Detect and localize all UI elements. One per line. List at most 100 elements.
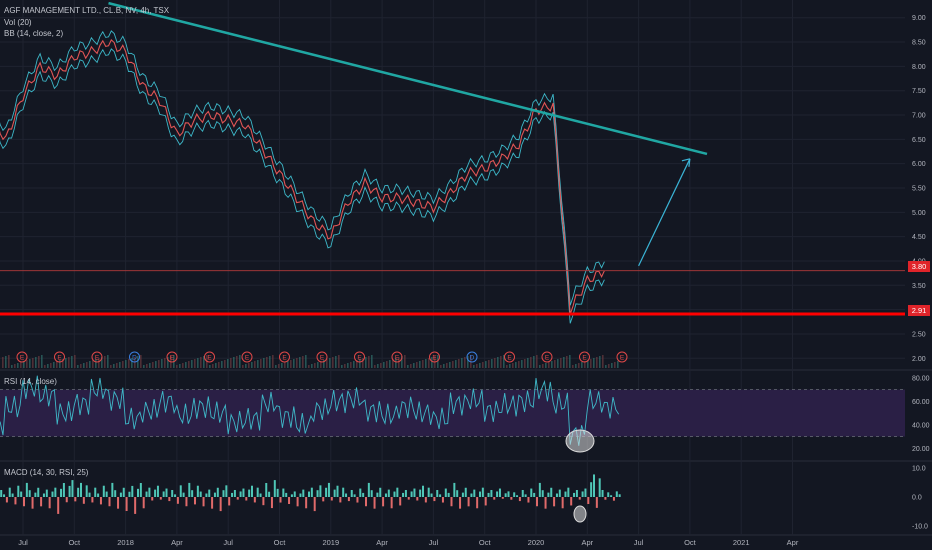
macd-tick-label: 0.0 — [912, 495, 922, 502]
volume-bar — [92, 360, 94, 368]
macd-histogram-bar — [74, 497, 77, 502]
macd-histogram-bar — [62, 483, 65, 497]
volume-bar — [32, 358, 34, 368]
macd-histogram-bar — [550, 487, 553, 497]
volume-bar — [389, 360, 391, 368]
macd-histogram-bar — [618, 494, 621, 497]
x-tick-label: Apr — [171, 538, 183, 547]
macd-histogram-bar — [262, 497, 265, 506]
volume-bar — [314, 363, 316, 368]
earnings-badge — [541, 351, 553, 363]
volume-bar — [59, 360, 61, 368]
macd-histogram-bar — [25, 482, 28, 497]
macd-histogram-bar — [439, 494, 442, 497]
macd-histogram-bar — [288, 497, 291, 504]
macd-histogram-bar — [282, 488, 285, 497]
volume-bar — [290, 360, 292, 368]
macd-histogram-bar — [547, 492, 550, 497]
volume-bar — [320, 361, 322, 368]
macd-histogram-bar — [433, 497, 436, 502]
macd-histogram-bar — [333, 489, 336, 497]
volume-bar — [512, 363, 514, 368]
macd-histogram-bar — [373, 497, 376, 509]
volume-bar — [575, 364, 577, 368]
volume-bar — [536, 355, 538, 368]
macd-histogram-bar — [362, 492, 365, 497]
volume-bar — [323, 360, 325, 368]
macd-histogram-bar — [68, 485, 71, 497]
volume-bar — [365, 357, 367, 368]
volume-bar — [305, 355, 307, 368]
macd-histogram-bar — [191, 490, 194, 497]
macd-histogram-bar — [202, 497, 205, 507]
volume-bar — [113, 364, 115, 368]
event-badge-label: E — [582, 355, 587, 362]
earnings-badge — [316, 351, 328, 363]
macd-histogram-bar — [533, 492, 536, 497]
bollinger-upper — [0, 30, 605, 306]
volume-bar — [527, 358, 529, 368]
macd-tick-label: 10.0 — [912, 465, 926, 472]
macd-histogram-bar — [37, 487, 40, 497]
volume-bar — [500, 356, 502, 368]
volume-bar — [311, 364, 313, 368]
macd-histogram-bar — [487, 492, 490, 497]
volume-bar — [128, 359, 130, 368]
macd-histogram-bar — [464, 487, 467, 497]
macd-histogram-bar — [510, 497, 513, 500]
macd-histogram-bar — [595, 497, 598, 508]
volume-bar — [515, 362, 517, 368]
macd-histogram-bar — [339, 497, 342, 503]
macd-histogram-bar — [441, 497, 444, 503]
volume-bar — [203, 356, 205, 368]
x-tick-label: Oct — [68, 538, 81, 547]
macd-histogram-bar — [376, 492, 379, 497]
earnings-badge — [204, 351, 215, 363]
macd-histogram-bar — [430, 493, 433, 497]
macd-histogram-bar — [313, 497, 316, 512]
volume-bar — [473, 365, 475, 368]
macd-histogram-bar — [231, 492, 234, 497]
y-tick-label: 2.50 — [912, 331, 926, 338]
earnings-badge — [16, 351, 28, 363]
macd-histogram-bar — [325, 487, 328, 497]
volume-bar — [617, 361, 619, 368]
volume-bar — [350, 362, 352, 368]
macd-histogram-bar — [347, 497, 350, 502]
volume-bar — [548, 362, 550, 368]
earnings-badge — [579, 351, 590, 363]
macd-histogram-bar — [265, 483, 268, 497]
rsi-tick-label: 60.00 — [912, 399, 930, 406]
earnings-badge — [429, 351, 440, 363]
volume-bar — [545, 363, 547, 368]
x-tick-label: 2020 — [528, 538, 545, 547]
legend-vol: Vol (20) — [4, 18, 32, 27]
macd-histogram-bar — [185, 497, 188, 507]
volume-bar — [17, 363, 19, 368]
volume-bar — [299, 357, 301, 368]
macd-histogram-bar — [578, 497, 581, 500]
volume-bar — [605, 365, 607, 368]
event-badge-label: E — [395, 355, 400, 362]
event-badge-label: E — [57, 355, 62, 362]
volume-bar — [566, 356, 568, 368]
macd-histogram-bar — [119, 492, 122, 497]
macd-histogram-bar — [567, 487, 570, 497]
event-badge-label: D — [470, 355, 475, 362]
event-badge-label: E — [507, 355, 512, 362]
macd-histogram-bar — [370, 490, 373, 497]
volume-bar — [476, 364, 478, 368]
volume-bar — [5, 356, 7, 368]
macd-histogram-bar — [319, 485, 322, 497]
macd-histogram-bar — [601, 490, 604, 497]
macd-histogram-bar — [573, 492, 576, 497]
macd-histogram-bar — [125, 497, 128, 511]
volume-bar — [455, 360, 457, 368]
y-tick-label: 5.00 — [912, 210, 926, 217]
event-badge-label: E — [207, 355, 212, 362]
macd-histogram-bar — [259, 493, 262, 497]
volume-bar — [344, 364, 346, 368]
last-price-tag: 3.80 — [908, 261, 930, 272]
macd-histogram-bar — [490, 490, 493, 497]
